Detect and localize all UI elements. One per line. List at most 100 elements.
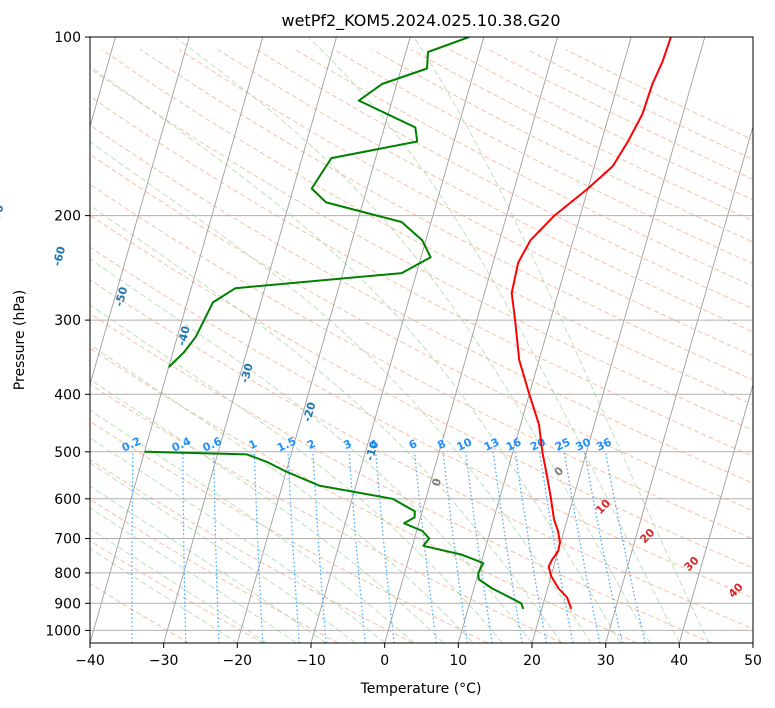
mixing-ratio-label: 6 bbox=[407, 437, 420, 452]
moist-adiabat bbox=[90, 507, 297, 643]
y-axis-title: Pressure (hPa) bbox=[12, 290, 28, 390]
moist-adiabat bbox=[90, 485, 326, 643]
mixing-ratio-label: 3 bbox=[341, 437, 353, 452]
dry-adiabat bbox=[101, 49, 753, 406]
mixing-ratio-line bbox=[213, 451, 220, 643]
moist-adiabat-label: 10 bbox=[593, 497, 613, 517]
isotherm-line bbox=[457, 37, 632, 643]
mixing-ratio-label: 1 bbox=[247, 437, 259, 452]
dry-adiabat bbox=[178, 49, 753, 357]
mixing-ratio-line bbox=[312, 451, 327, 643]
x-tick-label: 30 bbox=[597, 653, 615, 669]
dry-adiabat bbox=[140, 49, 753, 381]
mixing-ratio-line bbox=[465, 451, 493, 643]
dry-adiabat bbox=[90, 214, 753, 569]
x-tick-label: 0 bbox=[380, 653, 389, 669]
mixing-ratio-line bbox=[442, 451, 469, 643]
y-tick-label: 200 bbox=[54, 209, 81, 225]
dry-adiabat bbox=[449, 49, 753, 201]
moist-adiabat bbox=[90, 304, 503, 643]
y-tick-label: 800 bbox=[54, 566, 81, 582]
moist-adiabat bbox=[90, 344, 474, 643]
isotherm-line bbox=[163, 37, 337, 643]
moist-adiabat bbox=[90, 547, 238, 643]
moist-adiabat bbox=[90, 204, 562, 643]
isotherm-line bbox=[752, 641, 753, 643]
moist-adiabat bbox=[90, 258, 533, 643]
y-tick-label: 300 bbox=[54, 313, 81, 329]
x-tick-label: −10 bbox=[296, 653, 326, 669]
dry-adiabat bbox=[565, 49, 753, 141]
mixing-ratio-label: 20 bbox=[528, 435, 548, 453]
isotherm-label: -20 bbox=[301, 400, 319, 423]
dry-adiabat bbox=[90, 153, 753, 512]
mixing-ratio-line bbox=[253, 451, 264, 643]
moist-adiabat bbox=[90, 528, 268, 643]
dry-adiabat bbox=[90, 67, 753, 431]
dewpoint-upper-profile bbox=[168, 37, 470, 368]
isotherm-label: 0 bbox=[430, 477, 445, 488]
moist-adiabat bbox=[90, 437, 386, 643]
moist-adiabat-labels: 0 10 20 30 40 bbox=[552, 464, 746, 601]
background-lines bbox=[82, 37, 753, 643]
mixing-ratio-line bbox=[584, 451, 623, 643]
dry-adiabat bbox=[256, 49, 753, 310]
x-tick-label: 10 bbox=[449, 653, 467, 669]
y-tick-label: 100 bbox=[54, 30, 81, 46]
mixing-ratio-line bbox=[131, 451, 134, 643]
dry-adiabat bbox=[90, 279, 753, 630]
dry-adiabat bbox=[90, 459, 414, 643]
dry-adiabat bbox=[526, 49, 753, 160]
mixing-ratio-label: 13 bbox=[482, 436, 501, 454]
mixing-ratio-line bbox=[375, 451, 395, 643]
moist-adiabat bbox=[307, 37, 680, 643]
dry-adiabat bbox=[90, 583, 190, 643]
mixing-ratio-line bbox=[514, 451, 547, 643]
mixing-ratio-label: 30 bbox=[574, 435, 594, 453]
dry-adiabat bbox=[294, 49, 753, 287]
moist-adiabat-label: 0 bbox=[552, 464, 567, 479]
isotherm-label: -50 bbox=[112, 285, 130, 308]
dry-adiabat bbox=[90, 124, 753, 484]
mixing-ratio-line bbox=[348, 451, 366, 643]
dry-adiabat bbox=[90, 312, 712, 643]
temperature-profile bbox=[510, 37, 672, 610]
moist-adiabat bbox=[90, 378, 444, 643]
mixing-ratio-line bbox=[492, 451, 523, 643]
mixing-ratio-line bbox=[563, 451, 601, 643]
x-tick-label: −30 bbox=[149, 653, 179, 669]
y-tick-label: 600 bbox=[54, 492, 81, 508]
isotherm-label: -10 bbox=[363, 439, 381, 462]
dry-adiabat bbox=[90, 95, 753, 457]
dry-adiabat bbox=[90, 183, 753, 540]
isotherm-labels: -100-90-80-70-60-50-40-30-20-100 bbox=[0, 203, 445, 488]
mixing-ratio-line bbox=[82, 452, 86, 643]
dry-adiabat bbox=[488, 49, 753, 180]
x-axis-title: Temperature (°C) bbox=[360, 681, 482, 697]
mixing-ratio-line bbox=[538, 451, 574, 643]
moist-adiabat bbox=[90, 409, 415, 643]
moist-adiabat bbox=[90, 65, 621, 643]
isotherm-line bbox=[310, 37, 485, 643]
chart-title: wetPf2_KOM5.2024.025.10.38.G20 bbox=[281, 11, 560, 31]
mixing-ratio-label: 10 bbox=[455, 435, 475, 453]
y-axis: 1000 900 800 700 600 500 400 300 200 100 bbox=[45, 30, 90, 639]
isotherm-line bbox=[605, 124, 753, 643]
x-tick-label: 40 bbox=[670, 653, 688, 669]
isotherm-label: -70 bbox=[0, 203, 7, 226]
moist-adiabat bbox=[413, 37, 710, 643]
y-tick-label: 1000 bbox=[45, 623, 81, 639]
x-tick-label: −40 bbox=[75, 653, 105, 669]
moist-adiabat bbox=[174, 37, 651, 643]
y-tick-label: 400 bbox=[54, 387, 81, 403]
y-tick-label: 500 bbox=[54, 445, 81, 461]
x-tick-label: −20 bbox=[223, 653, 253, 669]
isotherm-line bbox=[384, 37, 558, 643]
dewpoint-profile bbox=[144, 450, 525, 610]
isotherm-line bbox=[236, 37, 411, 643]
moist-adiabat bbox=[90, 462, 356, 643]
isotherm-line bbox=[90, 37, 190, 387]
mixing-ratio-line bbox=[413, 451, 437, 643]
dry-adiabat bbox=[90, 420, 488, 643]
